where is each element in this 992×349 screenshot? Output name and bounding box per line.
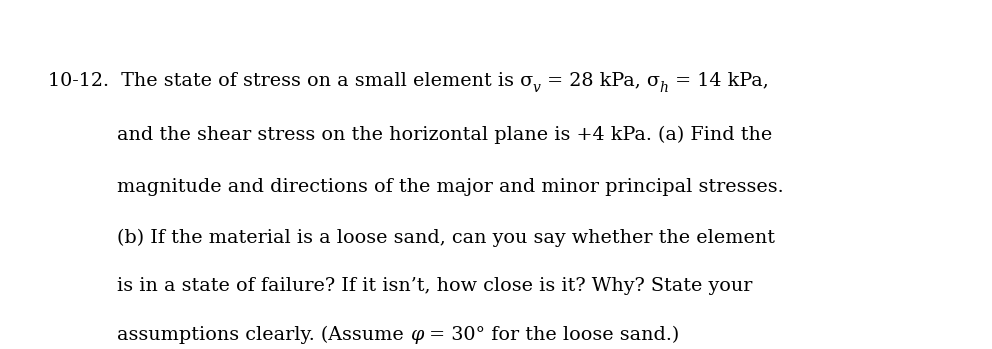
- Text: = 28 kPa, σ: = 28 kPa, σ: [541, 72, 660, 89]
- Text: assumptions clearly. (Assume: assumptions clearly. (Assume: [117, 326, 410, 344]
- Text: 10-12.  The state of stress on a small element is σ: 10-12. The state of stress on a small el…: [48, 72, 533, 89]
- Text: magnitude and directions of the major and minor principal stresses.: magnitude and directions of the major an…: [117, 178, 784, 196]
- Text: and the shear stress on the horizontal plane is +4 kPa. (a) Find the: and the shear stress on the horizontal p…: [117, 125, 773, 143]
- Text: φ: φ: [410, 326, 424, 344]
- Text: = 30° for the loose sand.): = 30° for the loose sand.): [424, 326, 680, 344]
- Text: = 14 kPa,: = 14 kPa,: [669, 72, 769, 89]
- Text: v: v: [533, 81, 541, 95]
- Text: (b) If the material is a loose sand, can you say whether the element: (b) If the material is a loose sand, can…: [117, 228, 775, 246]
- Text: is in a state of failure? If it isn’t, how close is it? Why? State your: is in a state of failure? If it isn’t, h…: [117, 277, 752, 295]
- Text: h: h: [660, 81, 669, 95]
